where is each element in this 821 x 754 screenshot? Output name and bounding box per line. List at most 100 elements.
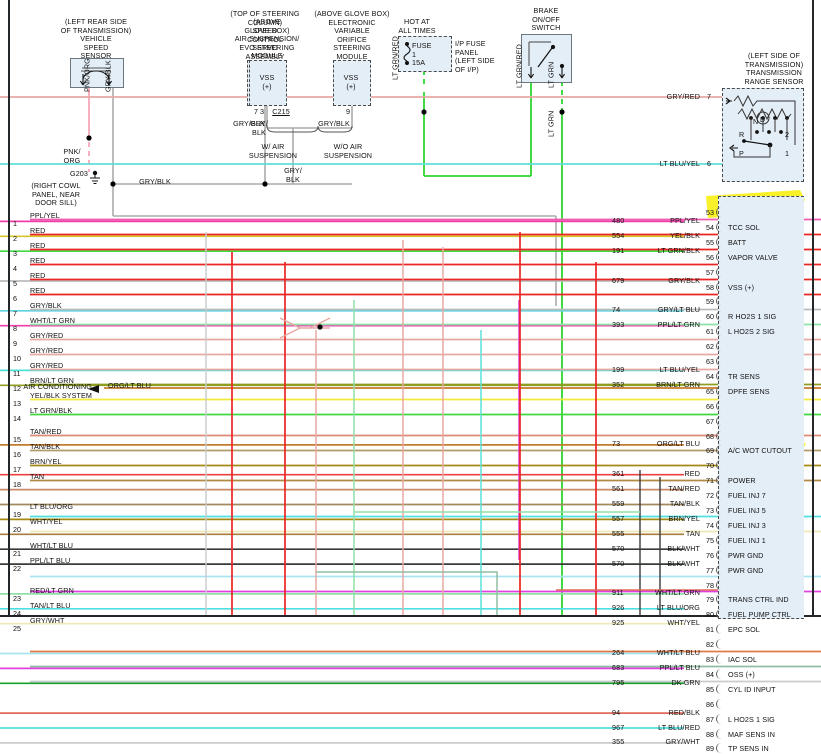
left-pin-wire-label: TAN/LT BLU	[30, 601, 71, 610]
evo-steering-module-label: (ABOVE GLOVE BOX) AIR SUSPENSION/ EVO ST…	[234, 17, 300, 61]
pcm-connector-terminal	[716, 311, 722, 322]
fuse-symbol	[403, 42, 411, 65]
wire-label-lt-grn-red-fuse: LT GRN/RED	[390, 36, 400, 80]
variable-orifice-module-box[interactable]	[333, 60, 371, 106]
svg-text:2: 2	[785, 130, 789, 139]
pcm-connector-terminal	[716, 356, 722, 366]
left-pin-wire-label: RED	[30, 271, 46, 280]
pcm-connector-terminal	[716, 475, 722, 486]
variable-orifice-pin-label: VSS (+)	[343, 73, 359, 91]
right-pin-number: 75	[706, 535, 714, 545]
right-pin-number: 77	[706, 565, 714, 575]
svg-text:R: R	[739, 130, 744, 139]
wire-label-lt-grn-red-switch: LT GRN/RED	[514, 44, 524, 88]
right-pin-number: 58	[706, 282, 714, 292]
pcm-connector-terminal	[716, 281, 722, 292]
wire-label-lt-grn-upper: LT GRN	[546, 61, 556, 88]
right-pin-wire-label: RED/BLK	[668, 707, 700, 717]
right-pin-circuit-number: 911	[612, 588, 624, 598]
pcm-connector-terminal	[716, 505, 722, 515]
page-border-bottom	[0, 615, 821, 617]
right-pin-function-label: TRANS CTRL IND	[728, 595, 789, 605]
right-pin-function-label: PWR GND	[728, 565, 764, 575]
evo-steering-box[interactable]	[249, 60, 287, 106]
right-pin-function-label: BATT	[728, 237, 747, 247]
right-pin-circuit-number: 361	[612, 469, 625, 479]
vehicle-speed-sensor-box[interactable]	[70, 58, 124, 88]
left-pin-number: 7	[13, 309, 17, 318]
right-pin-function-label: MAF SENS IN	[728, 729, 776, 739]
trans-range-sensor-label: (LEFT SIDE OF TRANSMISSION) TRANSMISSION…	[744, 51, 804, 86]
pcm-connector-terminal	[716, 370, 722, 381]
pcm-connector-terminal	[716, 564, 722, 575]
left-pin-number: 22	[13, 564, 21, 573]
left-pin-number: 5	[13, 279, 17, 288]
left-pin-number: 21	[13, 549, 21, 558]
pcm-connector-terminal	[716, 728, 722, 739]
pcm-connector-terminal	[716, 430, 722, 441]
variable-orifice-module-label: (ABOVE GLOVE BOX) ELECTRONIC VARIABLE OR…	[314, 9, 390, 61]
speed-control-servo-wire: GRY/ BLK	[250, 119, 268, 137]
right-pin-function-label: VAPOR VALVE	[728, 252, 778, 262]
brake-switch-symbol	[527, 41, 566, 79]
left-pin-wire-label: GRY/RED	[30, 346, 64, 355]
right-pin-wire-label: PPL/YEL	[670, 215, 700, 225]
pcm-connector-terminal	[716, 236, 722, 247]
wire-junction-dot	[86, 135, 92, 141]
left-pin-wire-label: RED	[30, 226, 46, 235]
right-pin-function-label: R HO2S 1 SIG	[728, 312, 777, 322]
left-pin-number: 1	[13, 219, 17, 228]
right-pin-function-label: TP SENS IN	[728, 744, 769, 754]
right-pin-circuit-number: 570	[612, 558, 625, 568]
right-pin-circuit-number: 191	[612, 245, 625, 255]
left-pin-wire-label: RED	[30, 286, 46, 295]
left-pin-number: 23	[13, 594, 21, 603]
trans-range-sensor-box[interactable]	[722, 88, 804, 182]
evo-steering-pin: 7	[253, 107, 259, 116]
left-pin-number: 24	[13, 609, 21, 618]
right-pin-function-label: FUEL PUMP CTRL	[728, 610, 791, 620]
pcm-connector-terminal	[716, 296, 722, 307]
right-pin-wire-label: YEL/BLK	[670, 230, 700, 240]
ground-location-label: (RIGHT COWL PANEL, NEAR DOOR SILL)	[31, 181, 81, 208]
right-pin-number: 60	[706, 312, 714, 322]
left-pin-wire-label: TAN/RED	[30, 427, 62, 436]
right-pin-wire-label: BRN/LT GRN	[656, 379, 700, 389]
wire-segment	[266, 125, 353, 133]
left-pin-number: 8	[13, 324, 17, 333]
pcm-connector-terminal	[716, 415, 722, 426]
pcm-connector-terminal	[716, 460, 722, 471]
svg-text:N: N	[753, 117, 758, 126]
speed-control-servo-label: (TOP OF STEERING COLUMN) SPEED CONTROL S…	[230, 9, 300, 61]
right-pin-wire-label: GRY/LT BLU	[657, 305, 700, 315]
ip-fuse-panel-side-label: I/P FUSE PANEL (LEFT SIDE OF I/P)	[455, 39, 495, 74]
ground-symbol	[90, 170, 100, 184]
wire-label-pnk-org: PNK/ORG	[82, 58, 92, 92]
pcm-connector-terminal	[716, 385, 722, 396]
left-pin-number: 14	[13, 414, 21, 423]
left-pin-number: 17	[13, 465, 21, 474]
right-pin-number: 70	[706, 461, 714, 471]
right-pin-wire-label: BRN/YEL	[668, 513, 700, 523]
right-pin-wire-label: TAN/RED	[668, 484, 700, 494]
left-pin-wire-label: GRY/WHT	[30, 616, 65, 625]
pcm-connector-terminal	[716, 668, 722, 679]
right-pin-number: 78	[706, 580, 714, 590]
left-pin-wire-label: GRY/BLK	[30, 301, 62, 310]
trs-wire-lt-blu-yel-label: LT BLU/YEL	[659, 159, 700, 168]
right-pin-function-label: VSS (+)	[728, 282, 755, 292]
brake-switch-label: BRAKE ON/OFF SWITCH	[531, 6, 561, 33]
left-pin-number: 16	[13, 450, 21, 459]
right-pin-wire-label: LT BLU/RED	[658, 722, 700, 732]
right-pin-function-label: FUEL INJ 3	[728, 520, 766, 530]
left-pin-wire-label: PPL/LT BLU	[30, 556, 71, 565]
right-pin-circuit-number: 355	[612, 737, 625, 747]
ac-system-label: AIR CONDITIONING SYSTEM	[23, 382, 92, 400]
left-pin-wire-label: WHT/YEL	[30, 517, 63, 526]
right-pin-wire-label: PPL/LT GRN	[657, 320, 700, 330]
left-pin-wire-label: YEL/BLK	[30, 391, 60, 400]
right-pin-wire-label: LT BLU/ORG	[656, 603, 700, 613]
wire-segment	[309, 317, 331, 329]
left-pin-number: 13	[13, 399, 21, 408]
right-pin-number: 81	[706, 625, 714, 635]
